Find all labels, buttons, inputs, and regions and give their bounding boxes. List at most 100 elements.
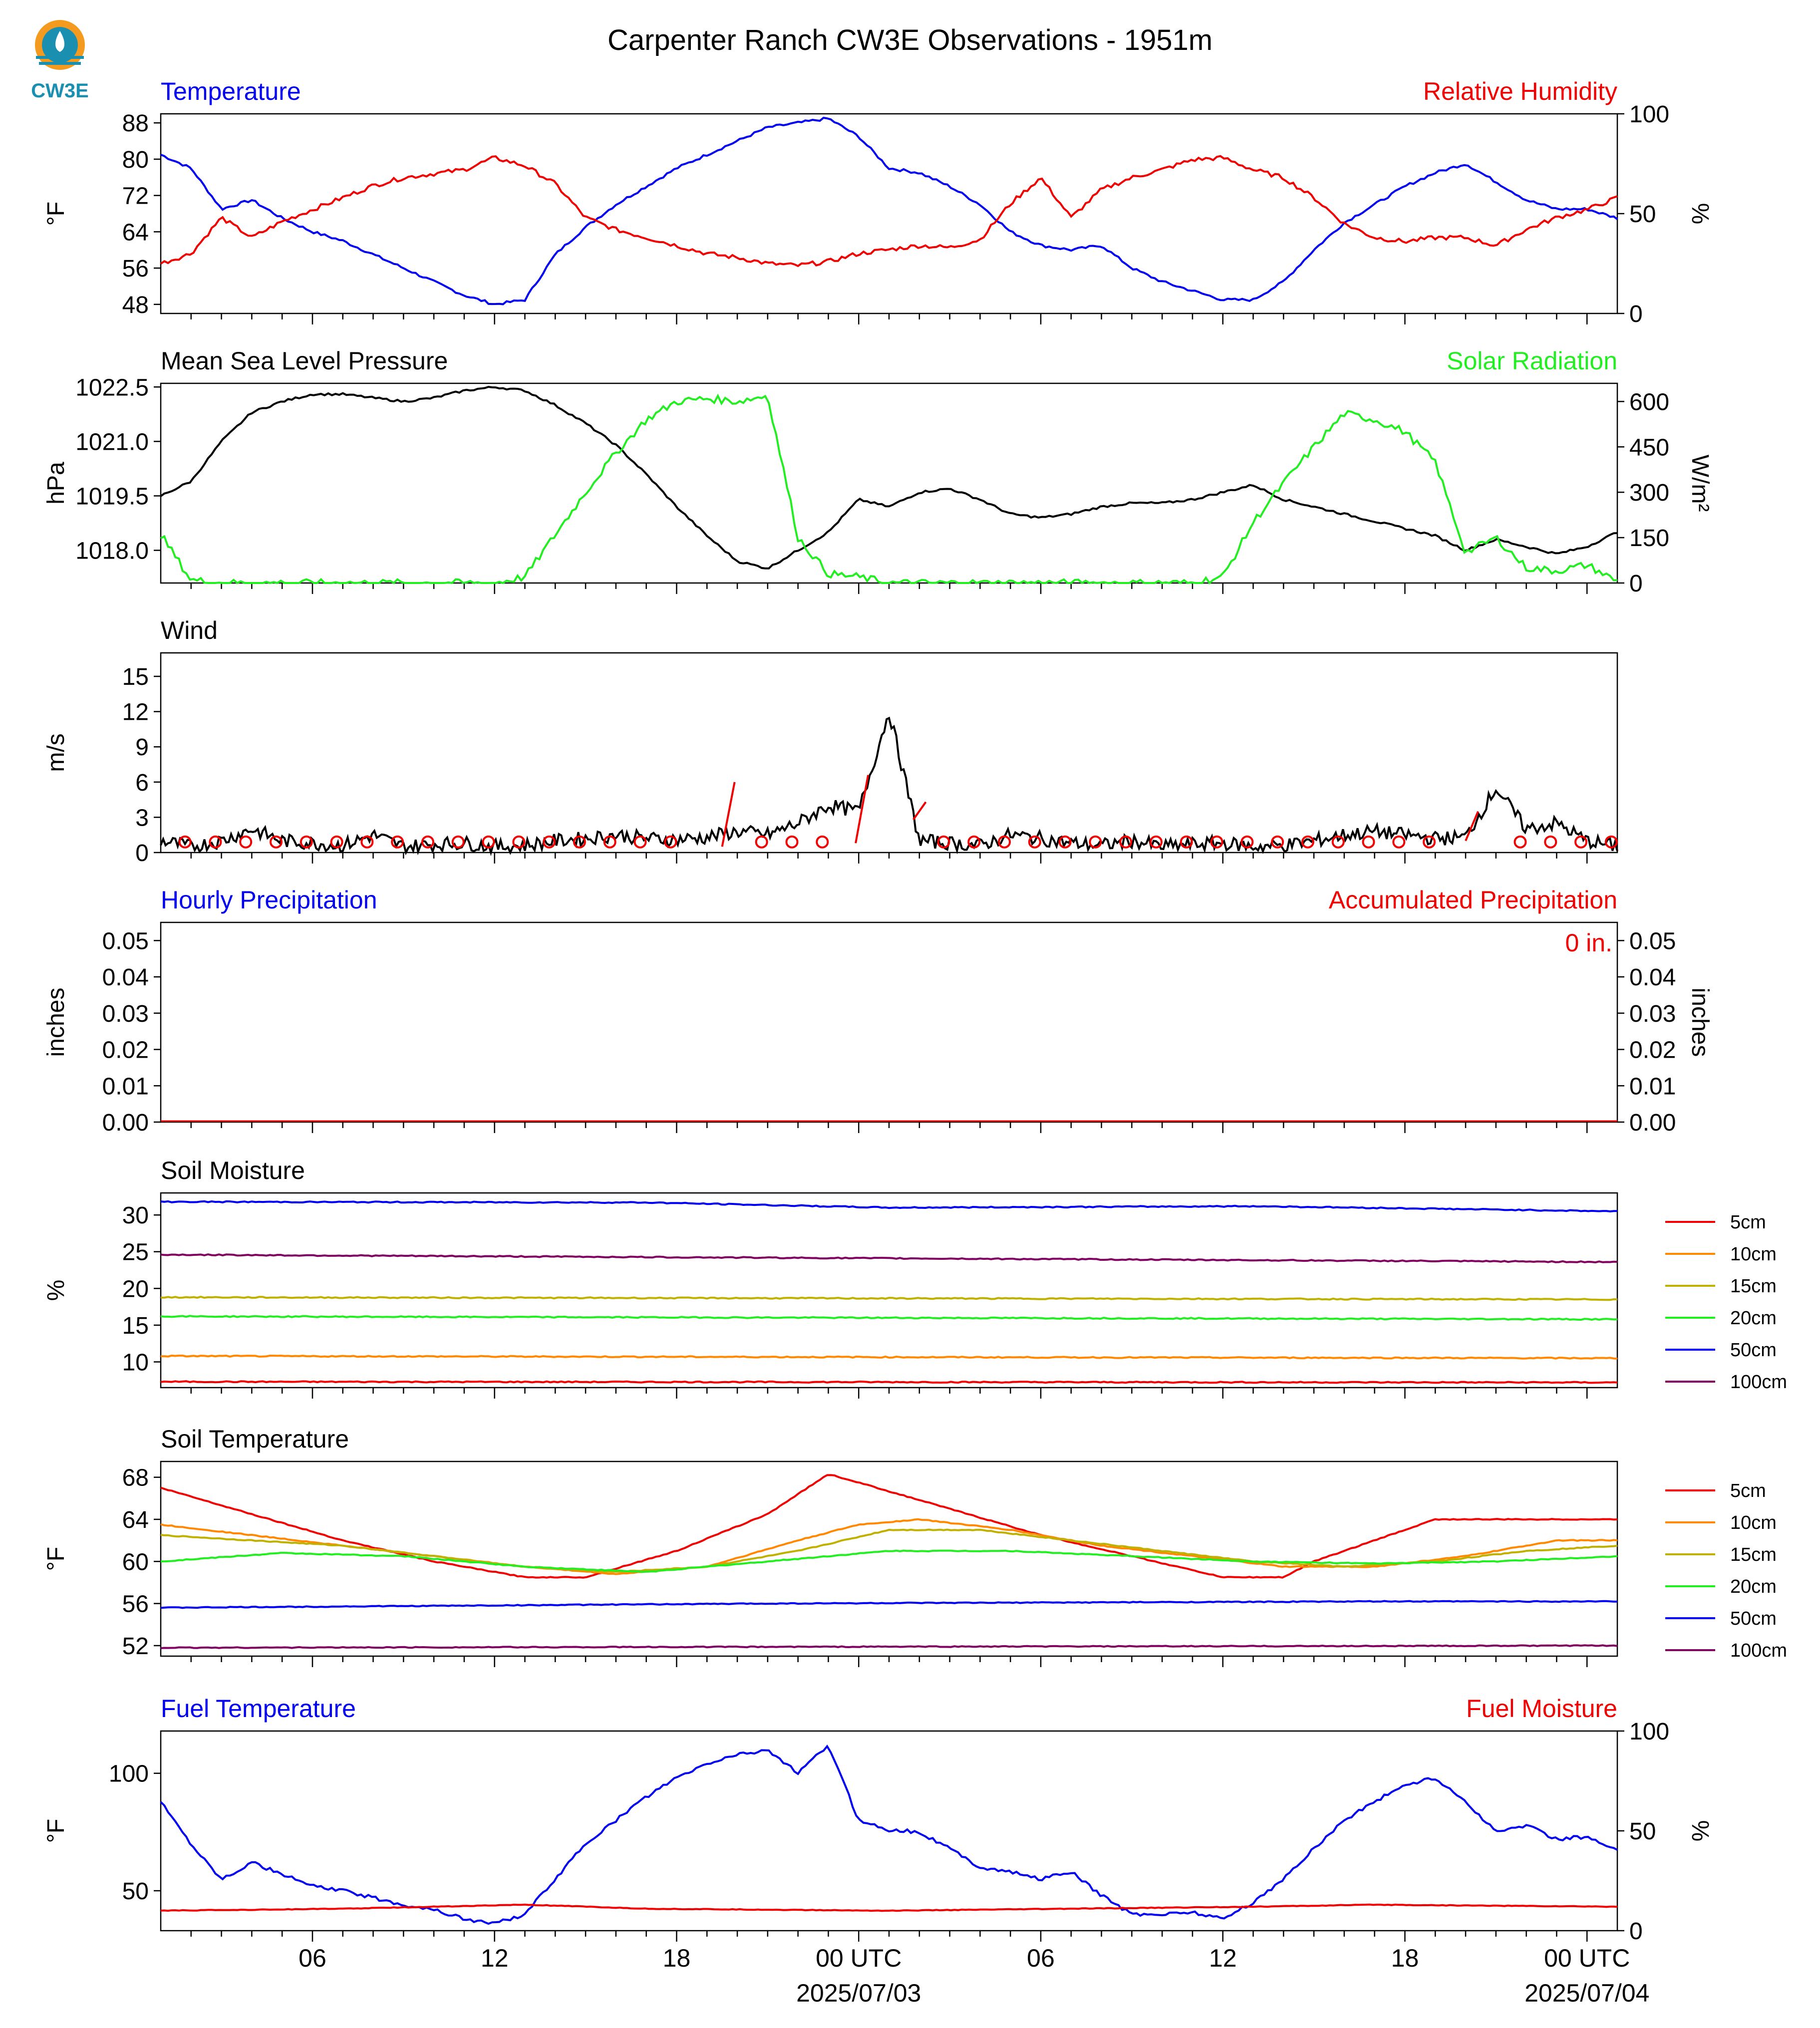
- y-tick-label: 0.02: [102, 1037, 149, 1064]
- wind-calm-marker: [664, 835, 677, 849]
- y-tick-label: 1022.5: [75, 374, 149, 401]
- y-tick-label: 68: [122, 1465, 149, 1491]
- legend-label: 10cm: [1730, 1512, 1777, 1533]
- y-tick-label: 3: [135, 805, 149, 831]
- panel-title-left: Fuel Temperature: [161, 1695, 356, 1723]
- wind-calm-marker: [1574, 835, 1588, 849]
- y2-tick-label: 50: [1629, 1818, 1656, 1845]
- y2-tick-label: 150: [1629, 525, 1669, 552]
- figure-title: Carpenter Ranch CW3E Observations - 1951…: [607, 24, 1213, 56]
- wind-calm-marker: [1604, 835, 1618, 849]
- y2-tick-label: 0.04: [1629, 964, 1676, 991]
- series-line-100cm: [160, 1253, 1618, 1264]
- y-tick-label: 64: [122, 1507, 149, 1533]
- y-tick-label: 88: [122, 110, 149, 137]
- wind-calm-marker: [1089, 835, 1102, 849]
- panel-title-left: Soil Temperature: [161, 1425, 349, 1453]
- wind-calm-marker: [270, 835, 283, 849]
- panel-soil-moisture: Soil Moisture 30 25 20 15 10% 5cm 10cm 15cm 20cm 5…: [43, 1157, 1787, 1399]
- x-date-label: 2025/07/03: [796, 1979, 921, 2007]
- panel-wind: Wind 15 12 9 6 3 0 m/s: [43, 616, 1618, 867]
- legend-label: 5cm: [1730, 1212, 1766, 1233]
- cw3e-logo: CW3E: [31, 20, 89, 102]
- wind-calm-marker: [603, 835, 616, 849]
- wind-calm-marker: [482, 835, 495, 849]
- accumulated-precip-value: 0 in.: [1565, 929, 1612, 957]
- legend-label: 20cm: [1730, 1308, 1777, 1329]
- y-tick-label: 1019.5: [75, 483, 149, 510]
- y-axis-label: m/s: [43, 733, 69, 772]
- wind-calm-marker: [1271, 835, 1284, 849]
- y-tick-label: 80: [122, 147, 149, 173]
- y-tick-label: 0.05: [102, 928, 149, 954]
- y-tick-label: 50: [122, 1878, 149, 1905]
- panel-title-left: Hourly Precipitation: [161, 886, 377, 914]
- series-line-fuel-moisture: [160, 1903, 1618, 1912]
- series-line-20cm: [160, 1315, 1618, 1321]
- y-tick-label: 10: [122, 1349, 149, 1376]
- wind-calm-marker: [816, 835, 829, 849]
- series-line-50cm: [160, 1600, 1618, 1609]
- y-axis-label: %: [43, 1280, 69, 1301]
- y-tick-label: 25: [122, 1239, 149, 1266]
- wind-calm-marker: [1028, 835, 1041, 849]
- legend-label: 100cm: [1730, 1372, 1787, 1393]
- y-tick-label: 52: [122, 1633, 149, 1660]
- series-line-mean-sea-level-pressure: [160, 385, 1618, 570]
- x-tick-label: 06: [299, 1944, 326, 1972]
- x-date-label: 2025/07/04: [1524, 1979, 1649, 2007]
- y-tick-label: 0.00: [102, 1110, 149, 1136]
- y-axis-label: °F: [43, 202, 69, 226]
- legend-label: 15cm: [1730, 1276, 1777, 1297]
- series-line-15cm: [160, 1295, 1618, 1301]
- y-tick-label: 30: [122, 1202, 149, 1229]
- wind-calm-marker: [1392, 835, 1406, 849]
- x-tick-label: 00 UTC: [816, 1944, 902, 1972]
- series-line-10cm: [160, 1354, 1618, 1360]
- wind-calm-marker: [391, 835, 404, 849]
- y-axis-label: °F: [43, 1547, 69, 1571]
- wind-calm-marker: [543, 835, 556, 849]
- y2-tick-label: 0.02: [1629, 1037, 1676, 1064]
- y2-tick-label: 0: [1629, 301, 1643, 327]
- wind-calm-marker: [1301, 835, 1314, 849]
- y2-tick-label: 0: [1629, 1918, 1643, 1945]
- y2-tick-label: 0.00: [1629, 1110, 1676, 1136]
- series-line-solar-radiation: [160, 393, 1618, 584]
- y-tick-label: 72: [122, 183, 149, 210]
- series-line-20cm: [161, 1549, 1618, 1573]
- y-tick-label: 0: [135, 840, 149, 867]
- legend-label: 5cm: [1730, 1480, 1766, 1501]
- wind-calm-marker: [512, 835, 526, 849]
- panel-title-right: Fuel Moisture: [1466, 1695, 1617, 1723]
- x-tick-label: 18: [1391, 1944, 1419, 1972]
- wind-calm-marker: [1180, 835, 1193, 849]
- y-tick-label: 0.03: [102, 1001, 149, 1027]
- series-line-temperature: [160, 116, 1618, 305]
- logo-text: CW3E: [31, 80, 89, 102]
- series-line-5cm: [160, 1474, 1618, 1579]
- wind-calm-marker: [239, 835, 253, 849]
- panel-title-left: Soil Moisture: [161, 1157, 305, 1184]
- panel-title-right: Accumulated Precipitation: [1329, 886, 1617, 914]
- series-line-50cm: [160, 1200, 1617, 1213]
- series-line-5cm: [160, 1380, 1618, 1384]
- series-line-relative-humidity: [160, 155, 1618, 268]
- x-tick-label: 06: [1027, 1944, 1055, 1972]
- y-tick-label: 56: [122, 256, 149, 282]
- wind-calm-marker: [573, 835, 586, 849]
- wind-calm-marker: [300, 835, 313, 849]
- legend-label: 20cm: [1730, 1576, 1777, 1597]
- y-axis-label: °F: [43, 1819, 69, 1843]
- panel-title-left: Wind: [161, 616, 218, 644]
- x-axis: 06 12 18 00 UTC 06 12 18 00 UTC 2025/07/03 2025/0…: [299, 1944, 1649, 2007]
- y2-tick-label: 0.05: [1629, 928, 1676, 954]
- y-tick-label: 1018.0: [75, 538, 149, 565]
- wind-calm-marker: [209, 835, 222, 849]
- wind-calm-marker: [1362, 835, 1375, 849]
- wind-calm-marker: [1544, 835, 1557, 849]
- y2-tick-label: 0.03: [1629, 1001, 1676, 1027]
- y-tick-label: 15: [122, 1313, 149, 1339]
- y-tick-label: 6: [135, 770, 149, 796]
- wind-calm-marker: [330, 835, 343, 849]
